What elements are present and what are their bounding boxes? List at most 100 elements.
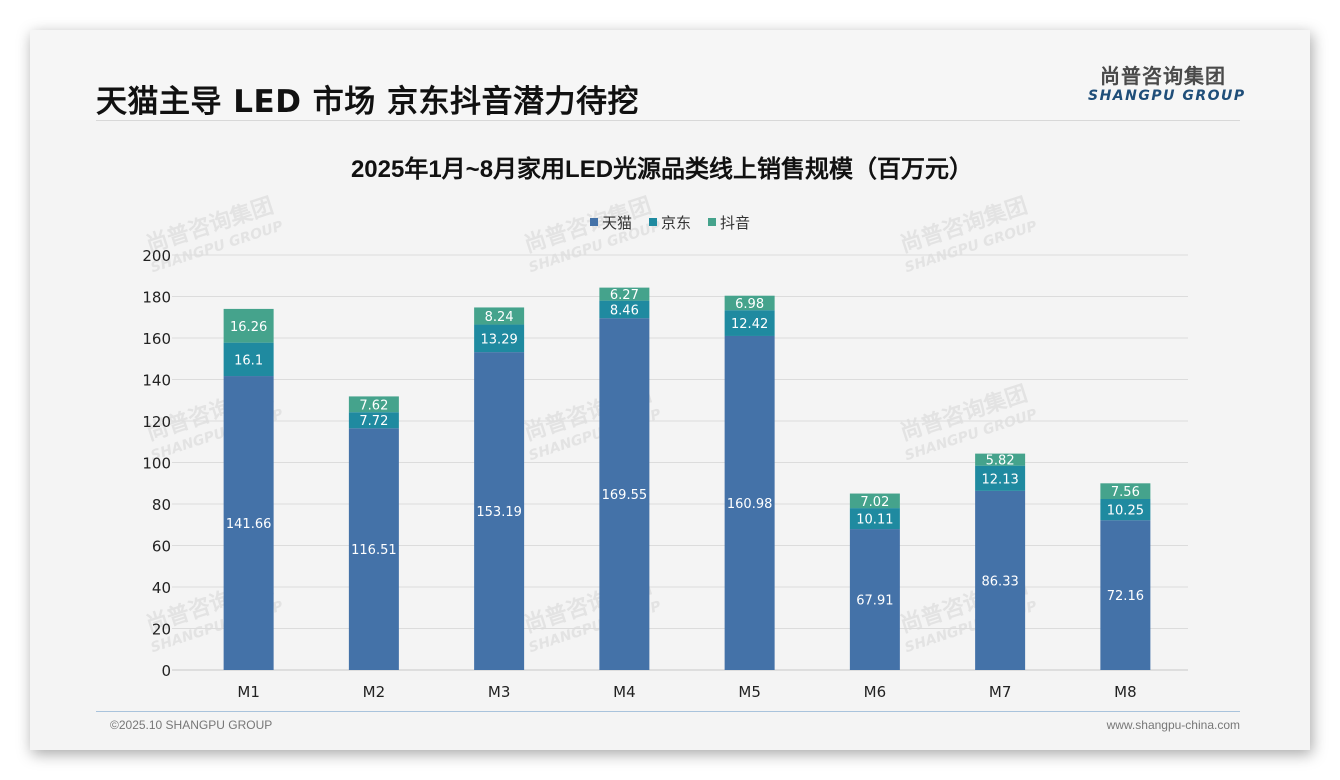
data-label: 72.16	[1107, 589, 1144, 604]
legend-swatch	[708, 218, 716, 226]
data-label: 6.98	[735, 297, 764, 312]
bar-segment	[1100, 498, 1151, 521]
data-label: 7.62	[359, 398, 388, 413]
data-label: 8.46	[610, 303, 639, 318]
data-label: 7.72	[359, 414, 388, 429]
legend-label: 京东	[661, 214, 691, 232]
company-logo: 尚普咨询集团 SHANGPU GROUP	[1088, 64, 1246, 104]
bar-stack-M6: 67.91 10.11 7.02	[849, 493, 900, 670]
chart-bars: 141.66 16.1 16.26 116.51 7.727.62 153.19 13.29…	[223, 287, 1151, 670]
y-tick-label: 140	[142, 372, 171, 390]
footer-divider	[96, 711, 1240, 712]
x-tick-label: M4	[613, 683, 636, 701]
y-tick-label: 100	[142, 455, 171, 473]
page-title: 天猫主导 LED 市场 京东抖音潜力待挖	[96, 84, 640, 120]
y-tick-label: 180	[142, 289, 171, 307]
data-label: 13.29	[481, 332, 518, 347]
bar-stack-M7: 86.33 12.13 5.82	[975, 453, 1026, 670]
data-label: 116.51	[351, 543, 397, 558]
bar-segment	[975, 453, 1026, 466]
x-tick-label: M1	[237, 683, 260, 701]
x-tick-label: M5	[738, 683, 761, 701]
bar-segment	[599, 287, 650, 301]
legend-item-3: 抖音	[708, 214, 750, 232]
bar-segment	[348, 412, 399, 429]
bar-stack-M1: 141.66 16.1 16.26	[223, 308, 274, 670]
footer-website: www.shangpu-china.com	[1106, 718, 1240, 732]
bar-segment	[849, 529, 900, 670]
y-tick-label: 60	[152, 538, 171, 556]
bar-segment	[348, 428, 399, 670]
header-divider	[96, 120, 1240, 121]
data-label: 169.55	[602, 488, 648, 503]
bar-segment	[348, 396, 399, 413]
chart-legend: 天猫 京东 抖音	[590, 214, 750, 232]
y-tick-label: 20	[152, 621, 171, 639]
data-label: 12.42	[731, 317, 768, 332]
data-label: 6.27	[610, 288, 639, 303]
x-tick-label: M6	[864, 683, 887, 701]
x-tick-label: M7	[989, 683, 1012, 701]
bar-stack-M4: 169.55 8.466.27	[599, 287, 650, 670]
x-tick-label: M2	[363, 683, 386, 701]
legend-label: 天猫	[602, 214, 632, 232]
legend-swatch	[590, 218, 598, 226]
y-tick-label: 40	[152, 579, 171, 597]
footer-copyright: ©2025.10 SHANGPU GROUP	[110, 718, 273, 732]
bar-stack-M2: 116.51 7.727.62	[348, 396, 399, 670]
bar-segment	[599, 318, 650, 670]
x-tick-label: M8	[1114, 683, 1137, 701]
data-label: 7.02	[860, 495, 889, 510]
data-label: 10.25	[1107, 504, 1144, 519]
data-label: 16.1	[234, 353, 263, 368]
y-tick-label: 120	[142, 413, 171, 431]
bar-segment	[975, 465, 1026, 491]
bar-segment	[223, 376, 274, 670]
legend-swatch	[649, 218, 657, 226]
chart-gridlines	[172, 254, 1188, 671]
data-label: 160.98	[727, 497, 773, 512]
logo-text-cn: 尚普咨询集团	[1100, 64, 1226, 88]
bar-segment	[599, 300, 650, 319]
bar-stack-M8: 72.16 10.25 7.56	[1100, 483, 1151, 670]
bar-segment	[724, 295, 775, 311]
bar-segment	[474, 352, 525, 670]
data-label: 5.82	[986, 454, 1015, 469]
data-label: 16.26	[230, 320, 267, 335]
bar-segment	[724, 335, 775, 670]
bar-segment	[975, 490, 1026, 670]
bar-segment	[1100, 483, 1151, 499]
y-tick-label: 80	[152, 496, 171, 514]
data-label: 67.91	[856, 594, 893, 609]
bar-segment	[724, 310, 775, 336]
y-axis: 0 20 40 60 80 100 120 140 160 180 200	[142, 247, 171, 680]
y-tick-label: 200	[142, 247, 171, 265]
data-label: 7.56	[1111, 485, 1140, 500]
data-label: 86.33	[982, 574, 1019, 589]
data-label: 10.11	[856, 513, 893, 528]
y-tick-label: 160	[142, 330, 171, 348]
data-label: 12.13	[982, 472, 1019, 487]
header-band	[30, 30, 1310, 120]
legend-item-2: 京东	[649, 214, 691, 232]
data-label: 153.19	[476, 505, 522, 520]
legend-item-1: 天猫	[590, 214, 632, 232]
bar-segment	[223, 308, 274, 343]
bar-segment	[849, 508, 900, 530]
x-tick-label: M3	[488, 683, 511, 701]
bar-stack-M3: 153.19 13.29 8.24	[474, 307, 525, 670]
chart-title: 2025年1月~8月家用LED光源品类线上销售规模（百万元）	[351, 155, 973, 183]
legend-label: 抖音	[720, 214, 750, 232]
data-label: 141.66	[226, 517, 272, 532]
y-tick-label: 0	[161, 662, 171, 680]
logo-text-en: SHANGPU GROUP	[1088, 88, 1246, 104]
bar-stack-M5: 160.98 12.42 6.98	[724, 295, 775, 670]
bar-segment	[474, 307, 525, 325]
x-axis: M1 M2 M3 M4 M5 M6 M7 M8	[237, 683, 1136, 701]
bar-segment	[1100, 520, 1151, 670]
